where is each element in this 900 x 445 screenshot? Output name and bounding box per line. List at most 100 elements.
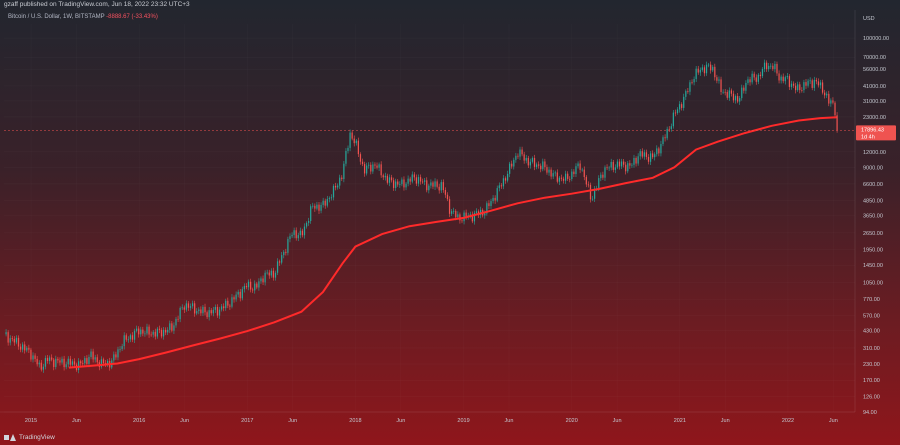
candle-body — [602, 174, 604, 178]
candle-body — [799, 84, 801, 91]
candle-body — [542, 161, 544, 170]
candle-body — [766, 62, 768, 70]
price-tick-label: 430.00 — [863, 328, 880, 334]
candle-body — [191, 303, 194, 307]
candle-body — [610, 161, 612, 168]
candle-body — [749, 79, 751, 83]
candle-body — [600, 174, 602, 179]
candle-body — [643, 152, 645, 157]
moving-average-line — [68, 116, 837, 369]
candle-body — [142, 329, 144, 334]
price-tick-label: 23000.00 — [863, 115, 886, 121]
candle-body — [227, 300, 229, 306]
candle-body — [627, 163, 629, 172]
candle-body — [826, 93, 828, 96]
candle-body — [606, 167, 608, 169]
candle-body — [382, 175, 384, 178]
candle-body — [492, 197, 494, 202]
candle-body — [160, 329, 163, 337]
candle-body — [652, 153, 654, 158]
candle-body — [664, 137, 666, 139]
candle-body — [623, 161, 625, 165]
candle-body — [136, 328, 138, 331]
candle-body — [198, 309, 200, 312]
candle-body — [274, 272, 277, 278]
candle-body — [697, 68, 699, 73]
candle-body — [347, 147, 349, 151]
symbol-name: Bitcoin / U.S. Dollar, 1W, BITSTAMP — [8, 14, 105, 20]
candle-body — [376, 165, 378, 168]
candle-body — [44, 357, 47, 367]
candle-body — [647, 156, 650, 162]
candle-body — [34, 355, 36, 359]
candle-body — [517, 155, 519, 157]
price-tick-label: 2650.00 — [863, 231, 883, 237]
time-tick-label: Jun — [505, 418, 514, 424]
candle-body — [782, 76, 784, 82]
candle-body — [712, 66, 714, 71]
candle-body — [531, 158, 534, 162]
candle-body — [239, 291, 241, 299]
candle-body — [500, 185, 502, 187]
candle-body — [19, 346, 22, 350]
candle-body — [552, 173, 554, 177]
candle-body — [36, 358, 38, 365]
candle-body — [231, 297, 233, 307]
candle-body — [784, 77, 786, 82]
candle-body — [53, 359, 55, 367]
candle-body — [171, 323, 173, 331]
candle-body — [813, 79, 815, 88]
candle-body — [283, 251, 285, 256]
candle-body — [115, 354, 117, 358]
candle-body — [629, 163, 631, 166]
price-change: -8888.67 (-33.43%) — [106, 14, 158, 20]
candle-body — [254, 283, 256, 291]
candle-body — [299, 230, 301, 236]
candle-body — [84, 358, 86, 364]
candle-body — [803, 82, 805, 91]
candle-body — [281, 255, 283, 263]
candle-body — [82, 363, 84, 365]
candle-body — [832, 100, 834, 103]
candle-body — [225, 300, 227, 309]
candle-body — [811, 80, 813, 88]
candle-body — [138, 328, 140, 335]
candle-body — [229, 305, 231, 307]
candle-body — [730, 90, 733, 94]
price-tick-label: 3650.00 — [863, 214, 883, 220]
candle-body — [388, 177, 391, 183]
candle-body — [308, 220, 310, 223]
candle-body — [337, 185, 339, 188]
candle-body — [48, 357, 51, 362]
candle-body — [318, 204, 320, 211]
candle-body — [809, 80, 811, 82]
candle-body — [38, 362, 40, 365]
candle-body — [146, 326, 148, 334]
candle-body — [788, 76, 791, 87]
time-tick-label: Jun — [72, 418, 81, 424]
candle-body — [751, 73, 753, 83]
candle-body — [370, 164, 372, 172]
candle-body — [739, 98, 741, 102]
candle-body — [351, 132, 353, 139]
candle-body — [587, 184, 590, 186]
candle-body — [40, 362, 42, 370]
candle-body — [828, 93, 830, 104]
price-tick-label: 126.00 — [863, 394, 880, 400]
candle-body — [247, 281, 250, 288]
candle-body — [726, 92, 728, 98]
candle-body — [525, 157, 527, 161]
candle-body — [757, 74, 759, 82]
candle-body — [564, 173, 567, 181]
tradingview-logo-icon — [4, 433, 16, 441]
candle-body — [453, 210, 455, 212]
candle-body — [710, 64, 712, 71]
candle-body — [786, 76, 788, 78]
candle-body — [527, 157, 529, 166]
candle-body — [94, 357, 96, 360]
candle-body — [374, 164, 376, 166]
candle-body — [289, 236, 291, 240]
candle-body — [498, 185, 500, 189]
